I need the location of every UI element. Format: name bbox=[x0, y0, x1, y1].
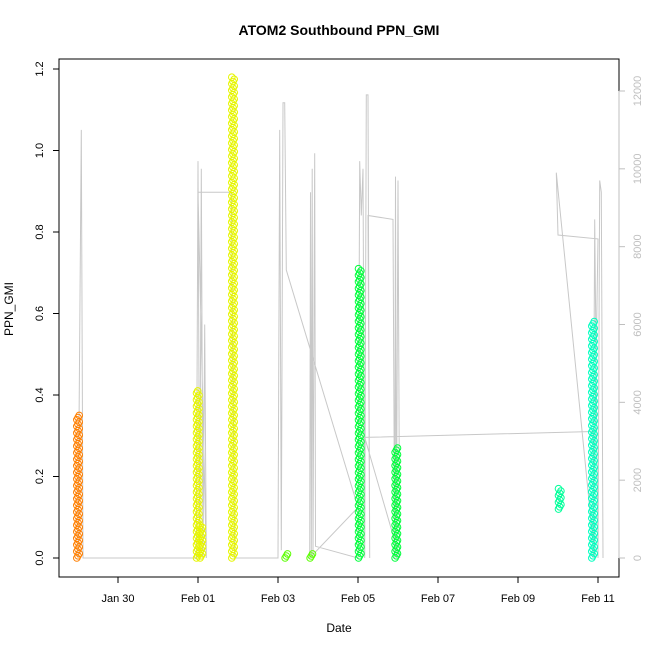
x-tick-label: Feb 07 bbox=[421, 593, 455, 605]
x-tick-label: Feb 05 bbox=[341, 593, 375, 605]
y-axis-label: PPN_GMI bbox=[2, 282, 16, 336]
point-series bbox=[192, 73, 238, 562]
chart-title: ATOM2 Southbound PPN_GMI bbox=[239, 22, 440, 38]
x-tick-label: Jan 30 bbox=[101, 593, 134, 605]
data-point bbox=[198, 523, 207, 532]
point-series bbox=[554, 484, 565, 513]
y2-tick-label: 12000 bbox=[632, 76, 644, 107]
data-point bbox=[357, 267, 365, 275]
point-series bbox=[73, 411, 83, 562]
y-tick-label: 0.8 bbox=[34, 224, 46, 239]
data-point bbox=[354, 264, 363, 273]
x-tick-label: Feb 01 bbox=[181, 593, 215, 605]
x-tick-label: Feb 09 bbox=[501, 593, 535, 605]
x-tick-label: Feb 03 bbox=[261, 593, 295, 605]
x-axis: Jan 30 Feb 01 Feb 03 Feb 05 Feb 07 Feb 09 Feb … bbox=[101, 576, 615, 605]
y2-tick-label: 0 bbox=[632, 555, 644, 561]
y-axis: 0.0 0.2 0.4 0.6 0.8 1.0 1.2 bbox=[34, 61, 60, 566]
y-tick-label: 0.0 bbox=[34, 550, 46, 565]
x-axis-label: Date bbox=[326, 621, 352, 635]
data-point bbox=[557, 487, 565, 495]
data-point bbox=[283, 550, 292, 558]
points-layer bbox=[73, 73, 599, 562]
data-point bbox=[196, 521, 204, 530]
y-tick-label: 0.2 bbox=[34, 469, 46, 484]
y-tick-label: 1.2 bbox=[34, 61, 46, 76]
secondary-line-layer bbox=[77, 94, 604, 560]
y2-tick-label: 2000 bbox=[632, 468, 644, 492]
y2-tick-label: 8000 bbox=[632, 234, 644, 258]
y2-axis: 0 2000 4000 6000 8000 10000 12000 bbox=[618, 76, 644, 561]
point-series bbox=[588, 317, 599, 562]
data-point bbox=[554, 484, 563, 493]
y-tick-label: 0.6 bbox=[34, 306, 46, 321]
plot-frame bbox=[58, 58, 620, 578]
data-point bbox=[228, 73, 236, 81]
x-tick-label: Feb 11 bbox=[581, 593, 614, 605]
data-point bbox=[75, 411, 83, 420]
data-point bbox=[393, 444, 402, 452]
data-point bbox=[230, 75, 238, 84]
y2-tick-label: 6000 bbox=[632, 312, 644, 336]
point-series bbox=[354, 264, 402, 562]
data-point bbox=[195, 391, 203, 400]
y-tick-label: 0.4 bbox=[34, 387, 46, 402]
y2-tick-label: 10000 bbox=[632, 154, 644, 185]
data-point bbox=[281, 554, 289, 562]
data-point bbox=[308, 550, 317, 558]
data-point bbox=[193, 387, 202, 395]
y2-tick-label: 4000 bbox=[632, 390, 644, 414]
data-point bbox=[306, 554, 314, 562]
data-point bbox=[590, 317, 599, 326]
point-series bbox=[281, 550, 317, 562]
y-tick-label: 1.0 bbox=[34, 143, 46, 158]
secondary-series-line bbox=[77, 94, 604, 560]
